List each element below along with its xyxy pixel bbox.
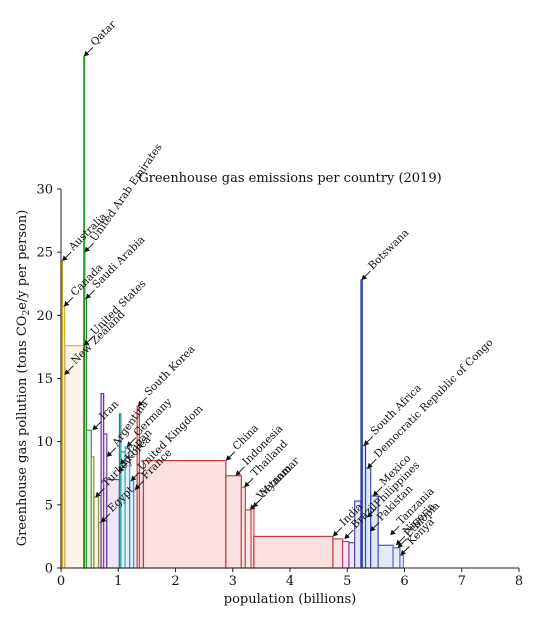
annotation-arrow-head: [235, 470, 242, 476]
y-tick-label: 30: [36, 183, 53, 198]
annotation-arrow-head: [118, 466, 124, 472]
x-tick-label: 4: [286, 574, 294, 589]
y-axis-title-prefix: Greenhouse gas pollution (tons CO: [15, 316, 30, 547]
annotation-arrow-head: [363, 439, 370, 446]
y-tick-label: 15: [36, 372, 53, 387]
annotation-arrow-head: [92, 424, 98, 431]
y-tick-label: 10: [36, 435, 53, 450]
bar-35: [377, 544, 394, 569]
annotation-label: Democratic Republic of Congo: [372, 337, 496, 461]
annotation-arrow-head: [126, 441, 133, 447]
annotation-arrow-head: [373, 490, 379, 496]
bar-24: [244, 509, 252, 569]
annotation-0: Qatar: [83, 18, 120, 57]
annotation-arrow-head: [62, 255, 68, 262]
x-tick-label: 7: [458, 574, 466, 589]
annotation-arrow-head: [252, 501, 259, 508]
annotation-arrow-head: [84, 246, 90, 253]
annotation-label: New Zealand: [69, 308, 128, 367]
annotation-label: Qatar: [89, 18, 120, 49]
y-axis-title-suffix: e/y per person): [15, 210, 30, 310]
bar-29: [348, 542, 356, 569]
annotation-arrow-head: [83, 340, 90, 346]
annotation-arrow-head: [367, 462, 373, 469]
bar-20: [138, 472, 145, 569]
y-axis-title: Greenhouse gas pollution (tons CO2e/y pe…: [15, 210, 32, 547]
annotation-arrow-head: [370, 525, 376, 532]
annotation-arrow-head: [63, 300, 70, 307]
bar-36: [392, 547, 401, 569]
annotation-arrow-head: [344, 533, 350, 539]
bar-13: [106, 478, 120, 569]
annotation-24: Botswana: [361, 227, 411, 280]
annotation-arrow-head: [101, 517, 107, 523]
annotation-arrow-head: [400, 549, 406, 556]
annotation-7: South Korea: [137, 343, 197, 407]
bar-26: [253, 535, 334, 569]
annotation-arrow-head: [130, 475, 137, 481]
annotation-arrow-head: [137, 400, 144, 407]
annotation-arrow-head: [85, 293, 92, 299]
bar-21: [142, 460, 227, 569]
bar-3: [64, 345, 85, 569]
annotation-arrow-head: [64, 369, 70, 375]
annotation-arrow-head: [119, 458, 126, 465]
annotation-arrow-head: [361, 274, 368, 280]
annotation-arrow-head: [367, 511, 373, 518]
y-ticks-layer: 0 5 10 15 20 25 30: [36, 183, 61, 577]
x-tick-label: 8: [515, 574, 523, 589]
y-axis-title-subscript: 2: [22, 310, 32, 316]
x-tick-label: 3: [229, 574, 237, 589]
y-tick-label: 20: [36, 309, 53, 324]
y-tick-label: 25: [36, 246, 53, 261]
x-tick-label: 2: [171, 574, 179, 589]
annotation-arrow-head: [397, 542, 404, 548]
annotation-8: Iran: [92, 398, 121, 431]
annotation-arrow-head: [95, 491, 101, 498]
bar-28: [342, 540, 350, 569]
annotation-arrow-head: [332, 530, 339, 537]
x-tick-label: 5: [343, 574, 351, 589]
annotation-arrow-head: [390, 529, 396, 536]
annotation-26: Democratic Republic of Congo: [367, 337, 496, 469]
y-tick-label: 5: [45, 498, 53, 513]
x-tick-label: 1: [114, 574, 122, 589]
x-ticks-layer: 0 1 2 3 4 5 6 7 8: [57, 568, 523, 589]
y-tick-label: 0: [45, 562, 53, 577]
annotation-label: Botswana: [366, 227, 411, 272]
annotation-arrow-head: [249, 504, 256, 510]
annotation-arrow-head: [225, 455, 232, 461]
x-tick-label: 6: [400, 574, 408, 589]
annotation-arrow-head: [134, 484, 141, 490]
annotation-arrow-head: [83, 50, 90, 57]
annotation-arrow-head: [244, 481, 250, 488]
bar-27: [332, 538, 344, 569]
bar-37: [399, 554, 404, 569]
annotation-2: United Arab Emirates: [84, 142, 165, 253]
annotation-label: United Arab Emirates: [88, 142, 165, 244]
annotation-label: South Korea: [142, 343, 197, 398]
bar-22: [225, 475, 242, 569]
bar-9: [93, 496, 100, 569]
annotation-arrow-head: [106, 451, 113, 457]
chart-title: Greenhouse gas emissions per country (20…: [138, 171, 441, 186]
x-axis-title: population (billions): [224, 592, 356, 607]
x-tick-label: 0: [57, 574, 65, 589]
bar-7: [85, 429, 92, 569]
